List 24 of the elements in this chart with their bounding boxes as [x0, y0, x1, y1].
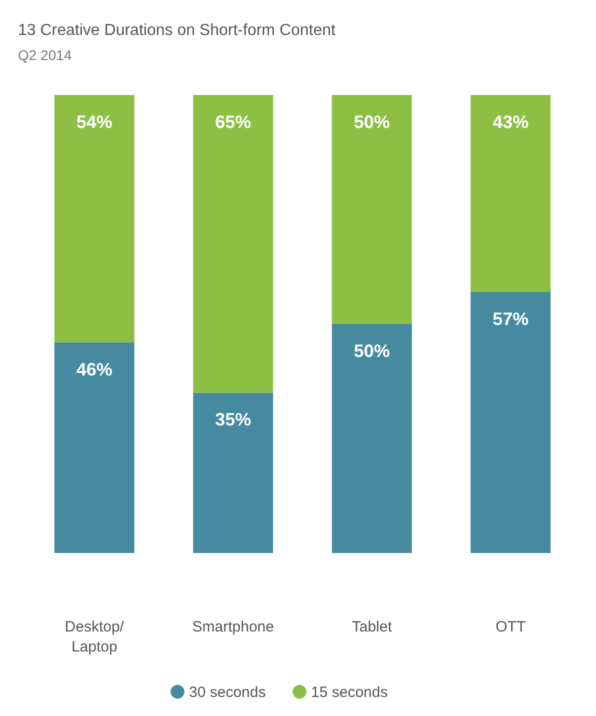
legend-label: 15 seconds	[311, 684, 388, 701]
data-label: 65%	[215, 112, 252, 132]
chart-title: 13 Creative Durations on Short-form Content	[18, 22, 336, 39]
chart-subtitle: Q2 2014	[18, 47, 72, 63]
bar	[193, 392, 274, 553]
bar	[54, 95, 134, 342]
x-tick-label: Tablet	[352, 618, 393, 636]
data-label: 35%	[215, 410, 252, 430]
data-label: 46%	[76, 359, 112, 380]
x-tick-label: Smartphone	[192, 618, 274, 636]
data-label: 50%	[354, 112, 390, 132]
x-tick-label: Desktop/ Laptop	[64, 618, 125, 656]
data-label: 54%	[76, 112, 112, 132]
bar	[332, 95, 412, 324]
data-label: 43%	[492, 112, 529, 132]
data-label: 50%	[354, 341, 390, 361]
bar	[193, 95, 274, 393]
data-label: 57%	[492, 308, 529, 329]
x-tick-label: OTT	[496, 618, 526, 636]
bar	[54, 342, 134, 553]
bar	[332, 324, 412, 553]
legend-label: 30 seconds	[189, 684, 266, 701]
bar	[470, 292, 551, 553]
bar	[470, 95, 551, 292]
